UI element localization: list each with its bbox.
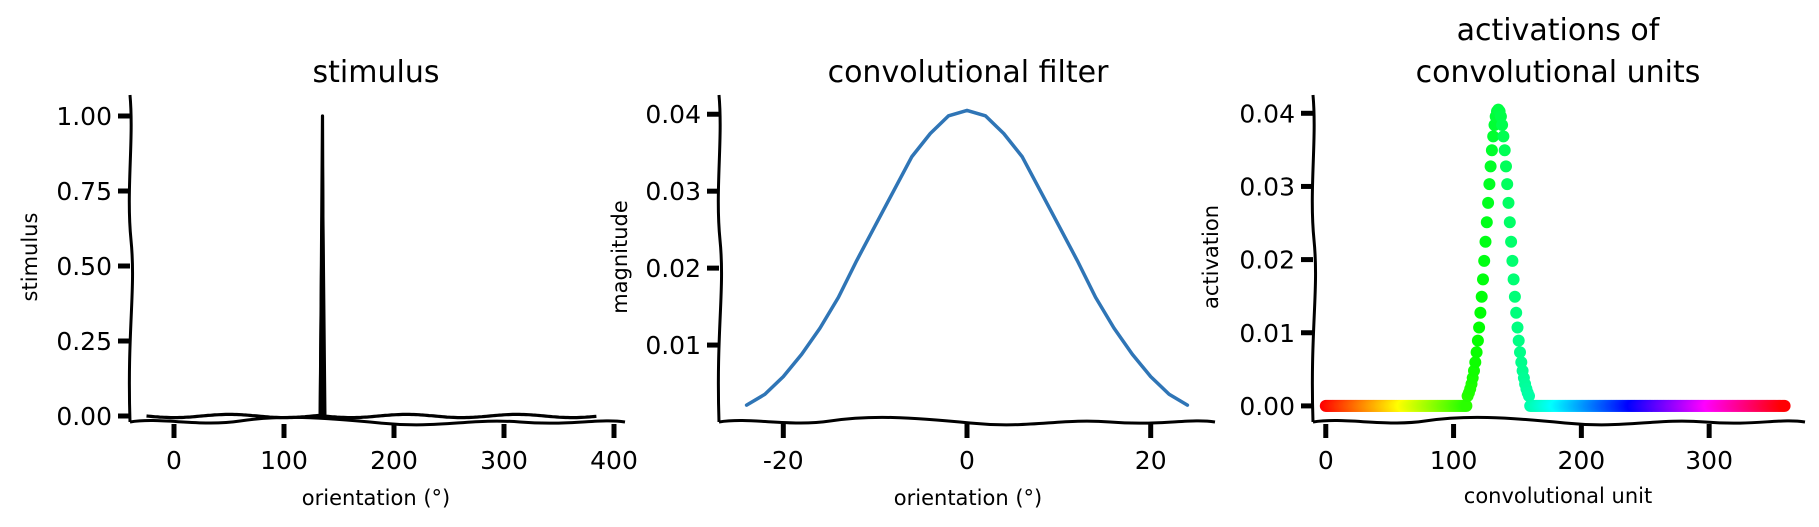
filter-line — [744, 108, 1190, 407]
activations-chart-title-line-1: activations of — [1457, 13, 1661, 48]
activation-point — [1471, 334, 1484, 347]
activation-point — [1508, 290, 1521, 303]
activations-chart-y-axis — [1310, 94, 1318, 423]
filter-chart: convolutional filter orientation (°) mag… — [608, 55, 1216, 510]
filter-chart-ylabel: magnitude — [608, 200, 632, 314]
activation-point — [1496, 119, 1509, 131]
activation-point — [1485, 144, 1498, 157]
activation-point — [1511, 321, 1524, 334]
activation-point — [1501, 178, 1514, 191]
filter-chart-xlabel: orientation (°) — [894, 486, 1042, 510]
activation-point — [1480, 216, 1493, 229]
stimulus-chart-ylabel: stimulus — [18, 213, 42, 302]
x-tick-label: 400 — [590, 446, 638, 475]
activation-point — [1497, 130, 1510, 143]
activation-point — [1487, 130, 1500, 143]
stimulus-spike — [318, 115, 327, 417]
x-tick-label: 300 — [480, 446, 528, 475]
activation-point — [1483, 178, 1496, 191]
activation-point — [1502, 196, 1515, 209]
activation-point — [1460, 399, 1473, 412]
activation-point — [1479, 235, 1492, 248]
activations-chart-ylabel: activation — [1199, 205, 1223, 309]
activation-point — [1477, 273, 1489, 286]
activation-point — [1503, 216, 1516, 229]
stimulus-chart-title: stimulus — [313, 55, 440, 90]
activation-point — [1778, 399, 1791, 412]
activations-chart: activations of convolutional units convo… — [1199, 13, 1806, 508]
y-tick-label: 0.00 — [56, 402, 112, 431]
y-tick-label: 0.25 — [56, 327, 112, 356]
x-tick-label: 200 — [1558, 446, 1606, 475]
x-tick-label: -20 — [763, 446, 804, 475]
y-tick-label: 0.04 — [1239, 99, 1295, 128]
x-tick-label: 300 — [1685, 446, 1733, 475]
activation-point — [1523, 390, 1535, 402]
activation-point — [1469, 356, 1482, 369]
y-tick-label: 0.50 — [56, 252, 112, 281]
activation-point — [1470, 346, 1483, 359]
activation-point — [1510, 306, 1523, 319]
y-tick-label: 0.02 — [1239, 246, 1295, 275]
x-tick-label: 20 — [1135, 446, 1167, 475]
activation-point — [1514, 346, 1526, 359]
activation-point — [1507, 273, 1520, 286]
activations-chart-title-line-2: convolutional units — [1416, 55, 1701, 90]
y-tick-label: 0.03 — [645, 177, 701, 206]
activations-chart-x-axis — [1312, 415, 1806, 427]
y-tick-label: 1.00 — [56, 102, 112, 131]
y-tick-label: 0.75 — [56, 177, 112, 206]
y-tick-label: 0.03 — [1239, 172, 1295, 201]
stimulus-chart-x-axis — [129, 415, 626, 427]
activation-point — [1482, 196, 1495, 209]
activation-point — [1484, 160, 1497, 173]
x-tick-label: 0 — [166, 446, 182, 475]
filter-chart-y-axis — [716, 94, 724, 423]
filter-chart-x-axis — [718, 415, 1216, 427]
activation-point — [1475, 290, 1488, 303]
x-tick-label: 0 — [1318, 446, 1334, 475]
filter-chart-title: convolutional filter — [828, 55, 1109, 90]
y-tick-label: 0.00 — [1239, 392, 1295, 421]
y-tick-label: 0.01 — [645, 331, 701, 360]
x-tick-label: 200 — [370, 446, 418, 475]
activations-chart-xlabel: convolutional unit — [1464, 484, 1652, 508]
activation-point — [1478, 254, 1491, 267]
x-tick-label: 0 — [959, 446, 975, 475]
y-tick-label: 0.04 — [645, 100, 701, 129]
activation-point — [1505, 235, 1518, 248]
activation-point — [1500, 160, 1512, 173]
activation-point — [1506, 254, 1519, 267]
y-tick-label: 0.02 — [645, 254, 701, 283]
stimulus-chart-xlabel: orientation (°) — [302, 486, 450, 510]
activation-point — [1498, 144, 1511, 157]
activation-point — [1474, 306, 1487, 319]
stimulus-chart-y-axis — [127, 94, 135, 423]
y-tick-label: 0.01 — [1239, 319, 1295, 348]
activation-point — [1473, 321, 1486, 334]
stimulus-line — [146, 114, 597, 420]
stimulus-chart: stimulus orientation (°) stimulus 0.00 0.… — [18, 55, 638, 510]
x-tick-label: 100 — [1430, 446, 1478, 475]
x-tick-label: 100 — [260, 446, 308, 475]
activation-point — [1512, 334, 1525, 347]
